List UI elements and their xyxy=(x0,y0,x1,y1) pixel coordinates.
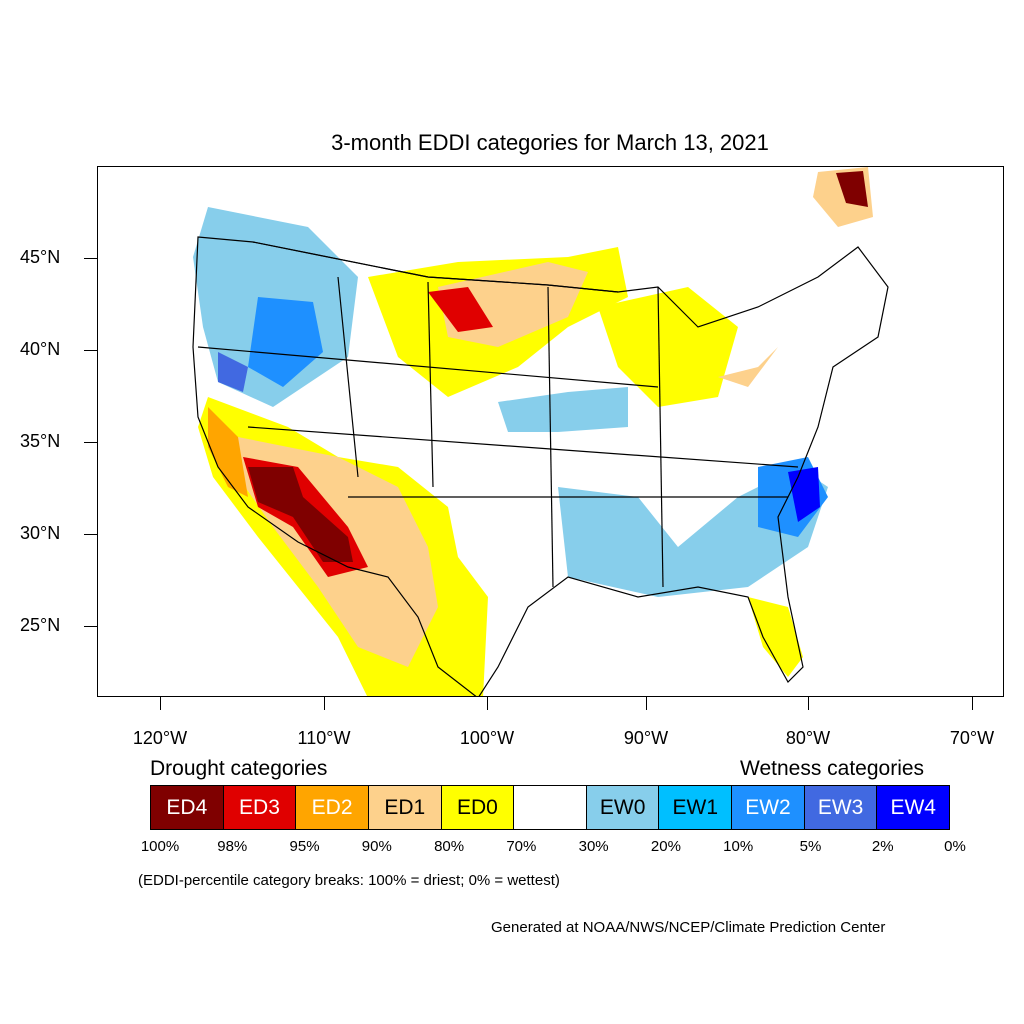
legend-break-label: 95% xyxy=(289,838,320,855)
legend-swatch-ed4: ED4 xyxy=(151,786,224,829)
eddi-map xyxy=(192,167,889,696)
lon-label-120: 120°W xyxy=(132,728,188,748)
wetness-categories-heading: Wetness categories xyxy=(740,757,925,780)
lon-label-100: 100°W xyxy=(459,728,515,748)
lat-label-25: 25°N xyxy=(20,615,61,635)
drought-area-lake-erie xyxy=(718,347,778,387)
lon-tick-100 xyxy=(487,697,488,710)
category-fields xyxy=(193,167,873,696)
lon-tick-110 xyxy=(324,697,325,710)
map-panel xyxy=(97,166,1004,697)
lon-label-90: 90°W xyxy=(623,728,669,748)
legend-swatch-ed0: ED0 xyxy=(441,786,515,829)
lon-tick-80 xyxy=(808,697,809,710)
state-line-2 xyxy=(427,281,434,488)
legend-break-label: 5% xyxy=(799,838,822,855)
lat-label-40: 40°N xyxy=(20,339,61,359)
legend-break-label: 80% xyxy=(434,838,465,855)
legend-break-label: 90% xyxy=(361,838,392,855)
legend-swatch-ew1: EW1 xyxy=(659,786,733,829)
legend-break-label: 10% xyxy=(723,838,754,855)
credit-line: Generated at NOAA/NWS/NCEP/Climate Predi… xyxy=(491,919,886,936)
legend-swatch-ew4: EW4 xyxy=(877,786,950,829)
lon-label-80: 80°W xyxy=(785,728,831,748)
legend-swatch-ew2: EW2 xyxy=(732,786,805,829)
legend-swatch-ew0: EW0 xyxy=(586,786,660,829)
state-line-4 xyxy=(657,286,664,588)
us-outline xyxy=(192,236,889,696)
lon-label-110: 110°W xyxy=(297,728,351,748)
legend-break-label: 98% xyxy=(217,838,248,855)
drought-area-maine-ed4 xyxy=(836,171,868,207)
legend-break-label: 0% xyxy=(944,838,966,855)
legend-swatch-neutral xyxy=(514,786,587,829)
lat-label-45: 45°N xyxy=(20,247,61,267)
legend-break-label: 70% xyxy=(506,838,537,855)
us-canada-border xyxy=(252,241,619,293)
legend-swatch-ew3: EW3 xyxy=(804,786,878,829)
legend-swatch-ed3: ED3 xyxy=(223,786,297,829)
category-legend-bar: ED4 ED3 ED2 ED1 ED0 EW0 EW1 EW2 EW3 EW4 xyxy=(150,785,950,830)
lat-label-35: 35°N xyxy=(20,431,61,451)
wet-area-midwest xyxy=(498,387,628,432)
drought-area-southwest-ed2 xyxy=(208,407,248,497)
wet-area-northwest-core xyxy=(248,297,323,387)
state-line-1 xyxy=(337,276,359,478)
lat-tick-40 xyxy=(84,350,97,351)
lat-tick-30 xyxy=(84,534,97,535)
drought-area-florida xyxy=(748,597,803,677)
boundaries xyxy=(192,236,889,696)
drought-area-southwest-ed4 xyxy=(248,467,353,562)
lat-tick-25 xyxy=(84,626,97,627)
lon-tick-70 xyxy=(972,697,973,710)
lat-tick-45 xyxy=(84,258,97,259)
lat-tick-35 xyxy=(84,442,97,443)
state-line-3 xyxy=(547,286,554,588)
legend-break-label: 30% xyxy=(578,838,609,855)
legend-break-label: 20% xyxy=(650,838,681,855)
map-title: 3-month EDDI categories for March 13, 20… xyxy=(331,130,769,155)
lon-tick-90 xyxy=(646,697,647,710)
state-line-5 xyxy=(197,346,659,388)
legend-swatch-ed1: ED1 xyxy=(368,786,442,829)
legend-break-label: 100% xyxy=(140,838,180,855)
lon-tick-120 xyxy=(160,697,161,710)
category-note: (EDDI-percentile category breaks: 100% =… xyxy=(138,872,560,889)
drought-categories-heading: Drought categories xyxy=(150,757,328,780)
legend-swatch-ed2: ED2 xyxy=(296,786,369,829)
legend-break-label: 2% xyxy=(871,838,894,855)
drought-area-great-lakes xyxy=(598,287,738,407)
lat-label-30: 30°N xyxy=(20,523,61,543)
drought-area-northern-plains-ed3 xyxy=(428,287,493,332)
state-line-6 xyxy=(247,426,799,468)
wet-area-nv xyxy=(218,352,248,392)
lon-label-70: 70°W xyxy=(949,728,995,748)
